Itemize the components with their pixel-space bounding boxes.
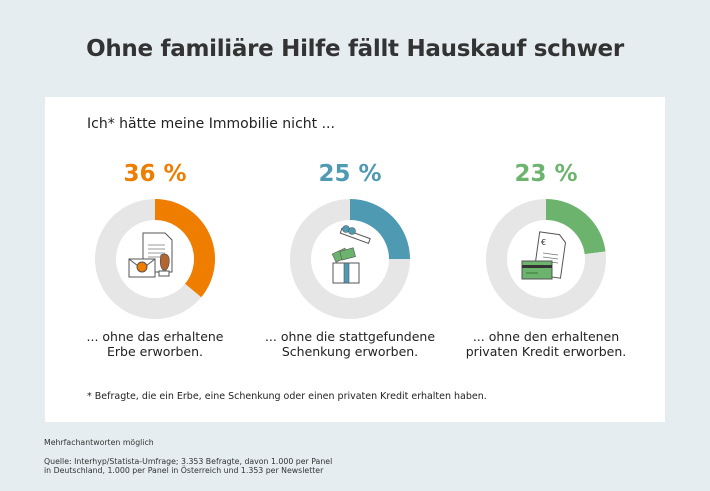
donut-value-segment	[155, 199, 216, 298]
caption-inheritance: ... ohne das erhaltene Erbe erworben.	[55, 329, 255, 359]
source-line-1: Quelle: Interhyp/Statista-Umfrage; 3.353…	[44, 457, 333, 466]
caption-line: Erbe erworben.	[107, 344, 203, 359]
donut-value-segment	[350, 199, 410, 259]
caption-line: Schenkung erworben.	[281, 344, 419, 359]
caption-gift: ... ohne die stattgefundene Schenkung er…	[250, 329, 450, 359]
donut-remainder-segment	[95, 199, 202, 319]
source-line-2: in Deutschland, 1.000 per Panel in Öster…	[44, 466, 324, 475]
donut-loan: €	[486, 199, 606, 319]
donut-value-segment	[546, 199, 606, 255]
donut-remainder-segment	[290, 199, 410, 319]
caption-line: ... ohne das erhaltene	[86, 329, 224, 344]
inheritance-document-stamp-icon	[128, 232, 173, 278]
footnote: * Befragte, die ein Erbe, eine Schenkung…	[87, 391, 487, 402]
caption-line: privaten Kredit erworben.	[465, 344, 627, 359]
caption-line: ... ohne den erhaltenen	[472, 329, 620, 344]
chart-subtitle: Ich* hätte meine Immobilie nicht ...	[87, 116, 335, 132]
donut-remainder-segment	[486, 199, 606, 319]
caption-loan: ... ohne den erhaltenen privaten Kredit …	[446, 329, 646, 359]
donut-gift	[290, 199, 410, 319]
percent-label-loan: 23 %	[514, 161, 578, 187]
page-title: Ohne familiäre Hilfe fällt Hauskauf schw…	[86, 36, 624, 62]
chart-card: Ich* hätte meine Immobilie nicht ... 36 …	[45, 97, 665, 422]
svg-text:€: €	[541, 238, 546, 247]
percent-label-gift: 25 %	[318, 161, 382, 187]
percent-label-inheritance: 36 %	[123, 161, 187, 187]
donut-inheritance	[95, 199, 216, 319]
loan-document-card-icon: €	[521, 231, 567, 280]
gift-box-money-icon	[331, 225, 371, 284]
caption-line: ... ohne die stattgefundene	[264, 329, 436, 344]
multiple-answers-note: Mehrfachantworten möglich	[44, 438, 154, 447]
